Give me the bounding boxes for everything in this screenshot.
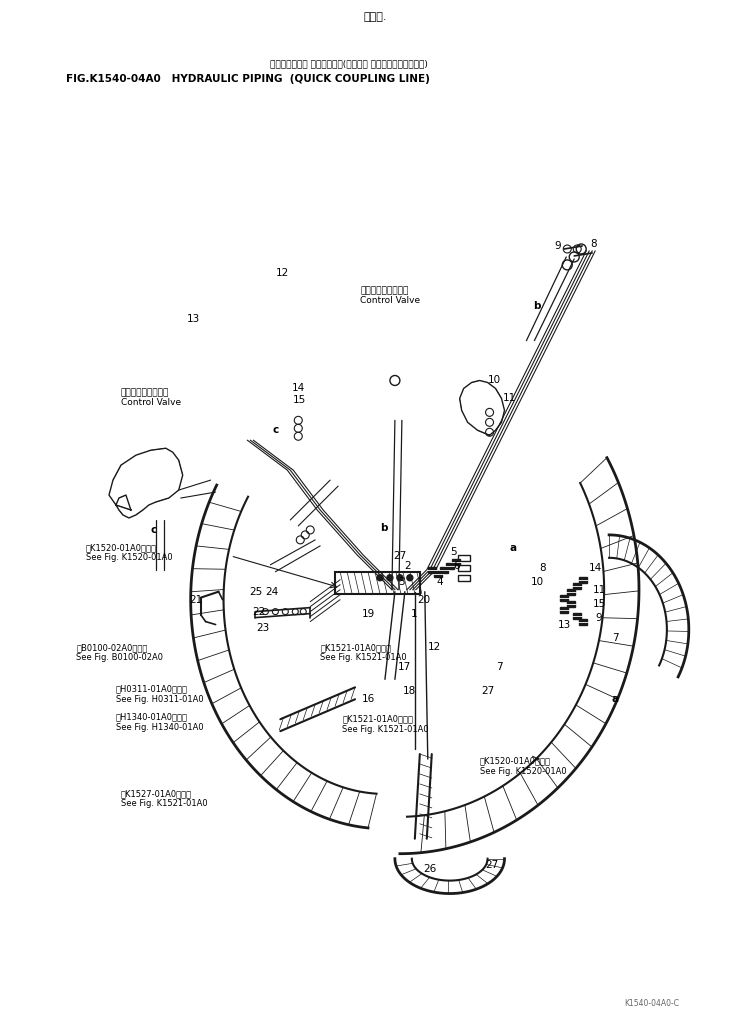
Text: 7: 7 [496, 662, 503, 672]
Text: 第H0311-01A0図参照: 第H0311-01A0図参照 [116, 684, 188, 694]
Text: ハイドロリック パイピング　(クイック カップリング　ライン): ハイドロリック パイピング (クイック カップリング ライン) [270, 60, 428, 69]
Text: 19: 19 [362, 608, 375, 618]
Text: 10: 10 [488, 375, 501, 385]
Text: 7: 7 [612, 633, 619, 643]
Text: 23: 23 [256, 622, 269, 633]
Text: 11: 11 [593, 585, 605, 595]
Bar [574, 612, 581, 618]
Bar [568, 589, 575, 595]
Text: c: c [272, 425, 279, 435]
Bar [446, 562, 453, 569]
Text: 8: 8 [539, 562, 545, 573]
Text: See Fig. H1340-01A0: See Fig. H1340-01A0 [116, 723, 204, 731]
Bar [433, 571, 442, 577]
Bar [574, 583, 581, 589]
Text: 10: 10 [531, 577, 544, 587]
Text: See Fig. K1521-01A0: See Fig. K1521-01A0 [342, 725, 429, 733]
Text: 15: 15 [293, 396, 306, 406]
Text: 24: 24 [266, 587, 279, 597]
Text: a: a [611, 695, 619, 705]
Text: 11: 11 [503, 394, 516, 404]
Text: コントロールバルブ: コントロールバルブ [360, 287, 408, 295]
Bar [428, 566, 436, 573]
Text: b: b [380, 523, 388, 533]
Text: 27: 27 [393, 551, 407, 560]
Bar [568, 601, 575, 606]
Text: 二二　.: 二二 . [363, 12, 387, 22]
Text: See Fig. H0311-01A0: See Fig. H0311-01A0 [116, 695, 204, 704]
Text: 27: 27 [481, 686, 494, 697]
Text: 14: 14 [292, 383, 305, 394]
Text: 9: 9 [596, 612, 602, 622]
Text: b: b [534, 301, 541, 311]
Text: See Fig. K1520-01A0: See Fig. K1520-01A0 [479, 767, 566, 776]
Text: 第K1527-01A0図参照: 第K1527-01A0図参照 [121, 789, 192, 798]
Text: 4: 4 [436, 577, 443, 587]
Text: 13: 13 [558, 619, 571, 630]
Text: See Fig. K1521-01A0: See Fig. K1521-01A0 [121, 799, 207, 809]
Text: K1540-04A0-C: K1540-04A0-C [624, 999, 679, 1008]
Text: 3: 3 [399, 577, 405, 587]
Text: See Fig. B0100-02A0: See Fig. B0100-02A0 [76, 653, 163, 662]
Text: 20: 20 [417, 595, 431, 605]
Text: FIG.K1540-04A0   HYDRAULIC PIPING  (QUICK COUPLING LINE): FIG.K1540-04A0 HYDRAULIC PIPING (QUICK C… [66, 73, 430, 83]
Text: 第H1340-01A0図参照: 第H1340-01A0図参照 [116, 713, 188, 722]
Text: 第K1520-01A0図参照: 第K1520-01A0図参照 [86, 543, 157, 552]
Text: 25: 25 [249, 587, 262, 597]
Text: 9: 9 [554, 241, 561, 251]
Circle shape [407, 575, 413, 581]
Text: 8: 8 [590, 239, 597, 249]
Bar [579, 618, 587, 624]
Bar [452, 558, 459, 564]
Text: 第B0100-02A0図参照: 第B0100-02A0図参照 [76, 643, 147, 652]
Text: 12: 12 [428, 643, 442, 653]
Text: 1: 1 [411, 608, 417, 618]
Text: Control Valve: Control Valve [121, 398, 181, 407]
Bar [458, 564, 470, 571]
Bar [560, 606, 568, 612]
Text: See Fig. K1521-01A0: See Fig. K1521-01A0 [320, 653, 407, 662]
Text: 17: 17 [398, 662, 411, 672]
Circle shape [397, 575, 403, 581]
Bar [458, 575, 470, 581]
Circle shape [377, 575, 383, 581]
Text: Control Valve: Control Valve [360, 296, 420, 305]
Text: a: a [510, 543, 517, 553]
Circle shape [387, 575, 393, 581]
Text: 21: 21 [189, 595, 202, 605]
Text: 6: 6 [453, 560, 460, 571]
Text: 5: 5 [451, 547, 457, 557]
Text: 13: 13 [187, 313, 200, 323]
Text: 22: 22 [252, 606, 265, 616]
Text: 12: 12 [276, 267, 289, 278]
Text: 2: 2 [405, 560, 411, 571]
Text: c: c [150, 525, 157, 535]
Text: 26: 26 [423, 863, 436, 874]
Text: 27: 27 [485, 859, 498, 870]
Text: 第K1520-01A0図参照: 第K1520-01A0図参照 [479, 757, 551, 766]
Bar [439, 566, 448, 573]
Text: コントロールバルブ: コントロールバルブ [121, 387, 169, 397]
Text: See Fig. K1520-01A0: See Fig. K1520-01A0 [86, 553, 173, 562]
Bar [458, 555, 470, 560]
Bar [579, 577, 587, 583]
Text: 第K1521-01A0図参照: 第K1521-01A0図参照 [342, 715, 413, 724]
Text: 16: 16 [362, 695, 375, 705]
Text: 15: 15 [593, 599, 605, 608]
Text: 第K1521-01A0図参照: 第K1521-01A0図参照 [320, 643, 391, 652]
Bar [560, 595, 568, 601]
Bar [335, 572, 420, 594]
Text: 18: 18 [403, 686, 416, 697]
Text: 14: 14 [588, 562, 602, 573]
